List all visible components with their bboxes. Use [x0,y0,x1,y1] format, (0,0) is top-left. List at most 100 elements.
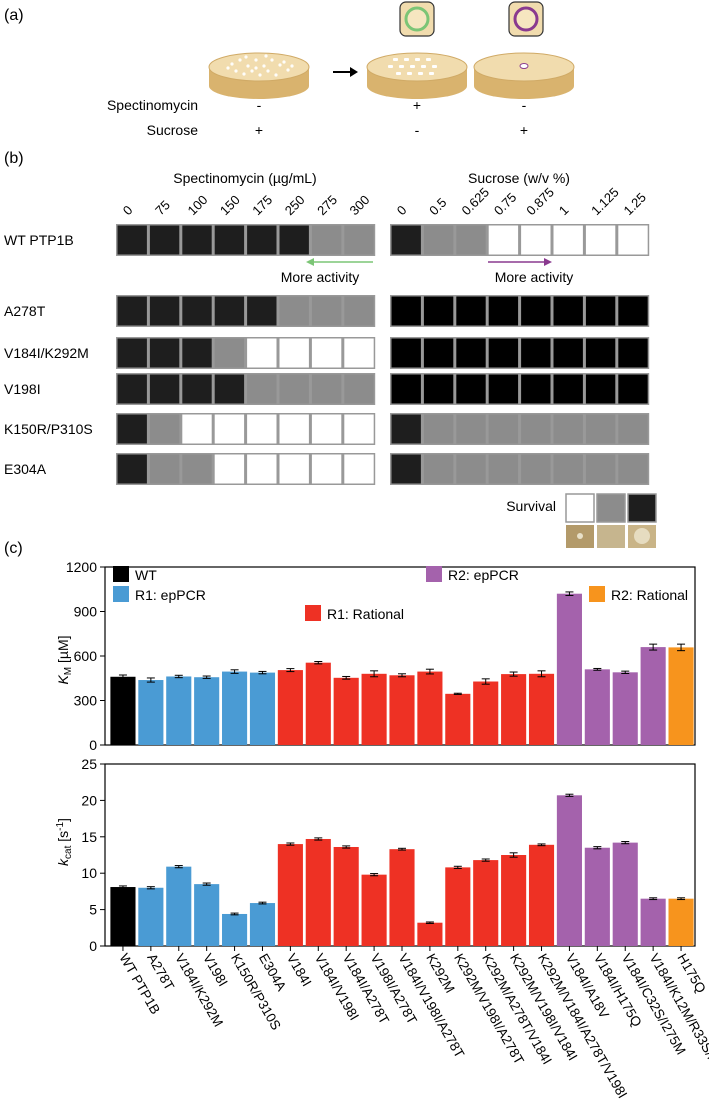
survival-cell [553,225,583,255]
y-tick-label: 15 [81,829,97,845]
survival-cell [488,296,519,326]
bar [166,676,192,745]
panel-c-label: (c) [4,540,23,557]
survival-cell [423,374,454,404]
survival-cell [117,454,147,484]
arrow-right-icon [333,67,358,77]
legend-label: R2: Rational [611,587,688,603]
more-activity-suc: More activity [488,258,573,285]
survival-cell [344,338,374,368]
suc-conc-label: 0.5 [426,195,449,218]
y-tick-label: 900 [74,604,98,620]
bar [110,676,136,745]
bar [277,670,303,745]
y-tick-label: 20 [81,792,97,808]
bar [612,842,638,946]
survival-cell [391,454,421,484]
survival-cell [391,414,421,444]
survival-cell [344,374,374,404]
bar [417,671,443,745]
survival-cell [214,414,245,444]
survival-cell [585,296,616,326]
survival-cell [521,374,551,404]
survival-cell [618,225,648,255]
legend-swatch [589,586,605,602]
bar [445,867,471,946]
survival-cell [117,374,147,404]
survival-cell [149,225,180,255]
spectinomycin-reporter-icon [399,1,435,37]
survival-cell [149,296,180,326]
bar [640,898,666,946]
spec-conc-label: 75 [152,197,173,218]
survival-cell [117,225,147,255]
more-activity-spec: More activity [281,258,373,285]
survival-cell [391,374,421,404]
survival-cell [456,414,486,444]
y-tick-label: 600 [74,648,98,664]
colony-photo-partial [597,525,625,548]
bar [222,913,248,946]
mutant-row-label: A278T [4,303,46,319]
km-axis-title: KM [µM] [55,635,74,684]
chart-legend: WT R1: epPCR R1: Rational R2: epPCR R2: Rati… [113,566,688,622]
survival-cell [182,414,212,444]
survival-cell [488,454,519,484]
bar [584,847,610,946]
bar [501,855,527,946]
survival-cell [149,414,180,444]
survival-cell [149,338,180,368]
survival-cell [585,338,616,368]
survival-cell [117,414,147,444]
bar [249,903,276,946]
survival-cell [391,296,421,326]
mutant-row-label: V198I [4,381,41,397]
survival-cell [521,454,551,484]
cond-spec-1: - [257,97,262,113]
survival-cell [553,374,583,404]
spec-conc-label: 250 [282,192,308,218]
survival-cell [585,374,616,404]
survival-none-swatch [565,493,595,523]
survival-legend [565,493,657,548]
spec-conc-label: 100 [185,192,211,218]
bar [194,677,220,745]
y-tick-label: 10 [81,865,97,881]
bar [528,673,555,745]
y-tick-label: 1200 [66,559,97,575]
survival-cell [279,338,309,368]
survival-cell [456,225,486,255]
survival-cell [214,454,245,484]
survival-cell [117,338,147,368]
survival-cell [423,338,454,368]
bar [584,669,610,745]
survival-cell [182,454,212,484]
bar [640,647,666,745]
legend-swatch [113,566,129,582]
survival-cell [182,374,212,404]
bar [417,922,443,946]
mutant-row-label: K150R/P310S [4,421,93,437]
survival-cell [618,374,648,404]
survival-cell [279,374,309,404]
survival-cell [618,338,648,368]
kcat-chart: 0 5 10 15 20 25 [81,756,696,954]
survival-cell [423,454,454,484]
suc-conc-label: 1.125 [588,185,622,219]
survival-cell [423,296,454,326]
bar [556,795,582,946]
survival-cell [247,374,277,404]
bar [528,844,555,946]
survival-partial-swatch [596,493,626,523]
km-chart: 0 300 600 900 1200 [66,559,696,753]
bar [556,593,582,745]
survival-cell [149,454,180,484]
bar [361,874,387,946]
survival-cell [585,414,616,444]
y-tick-label: 0 [89,737,97,753]
survival-cell [247,454,277,484]
survival-cell [391,225,421,255]
cond-spec-2: + [413,97,421,113]
